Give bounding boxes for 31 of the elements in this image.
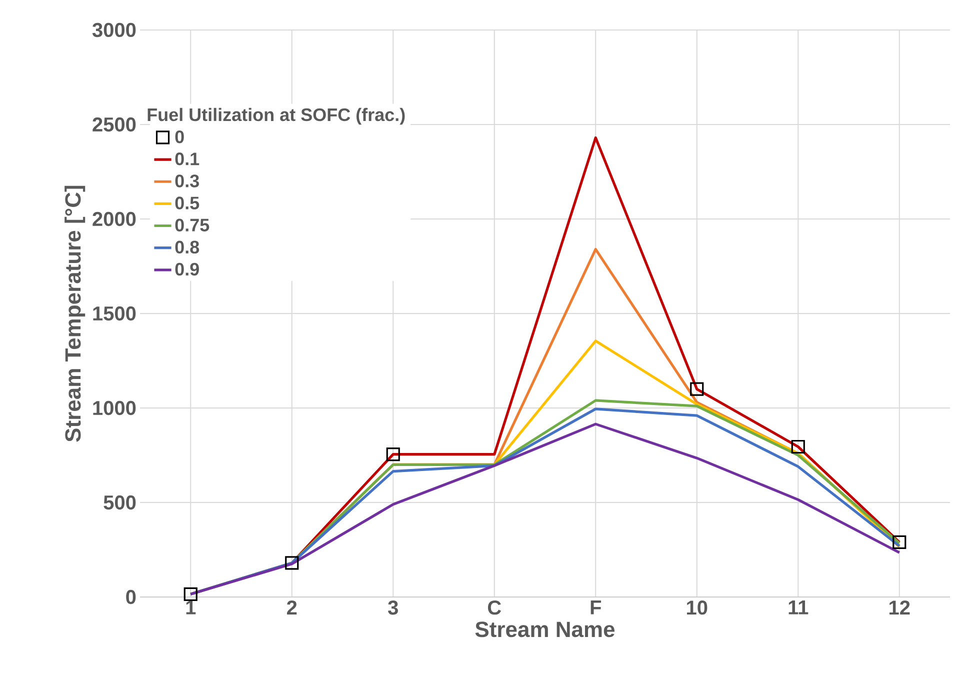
y-tick-label: 2000: [92, 212, 136, 226]
x-tick-label: 12: [890, 600, 910, 614]
point: [892, 535, 906, 549]
y-tick-label: 0: [126, 590, 136, 604]
x-tick-label: F: [590, 600, 601, 614]
y-tick-label: 1000: [93, 400, 136, 416]
point: [690, 382, 704, 396]
y-tick-label: 2500: [92, 117, 136, 132]
x-tick-label: C: [488, 600, 502, 615]
point: [285, 556, 299, 570]
legend-label: 0.5: [175, 196, 200, 210]
legend-label: 0.3: [175, 174, 199, 188]
legend-label: 0: [175, 130, 184, 144]
x-axis-title: Stream Name: [475, 622, 615, 638]
point: [791, 440, 805, 454]
y-tick-label: 500: [104, 495, 136, 510]
x-tick-label: 2: [287, 600, 297, 614]
y-tick-label: 1500: [93, 306, 136, 321]
x-tick-label: 3: [388, 600, 398, 615]
legend-title: Fuel Utilization at SOFC (frac.): [148, 108, 405, 125]
legend-label: 0.1: [175, 152, 200, 166]
legend-label: 0.9: [175, 262, 199, 276]
legend-label: 0.8: [175, 240, 200, 254]
y-tick-label: 3000: [92, 22, 136, 38]
legend-label: 0.75: [175, 218, 210, 232]
point: [184, 587, 198, 601]
x-tick-label: 1: [186, 600, 196, 614]
y-axis-title: Stream Temperature [°C]: [64, 186, 86, 442]
x-tick-label: 10: [687, 600, 708, 615]
point: [386, 448, 400, 462]
x-tick-label: 11: [788, 600, 808, 614]
